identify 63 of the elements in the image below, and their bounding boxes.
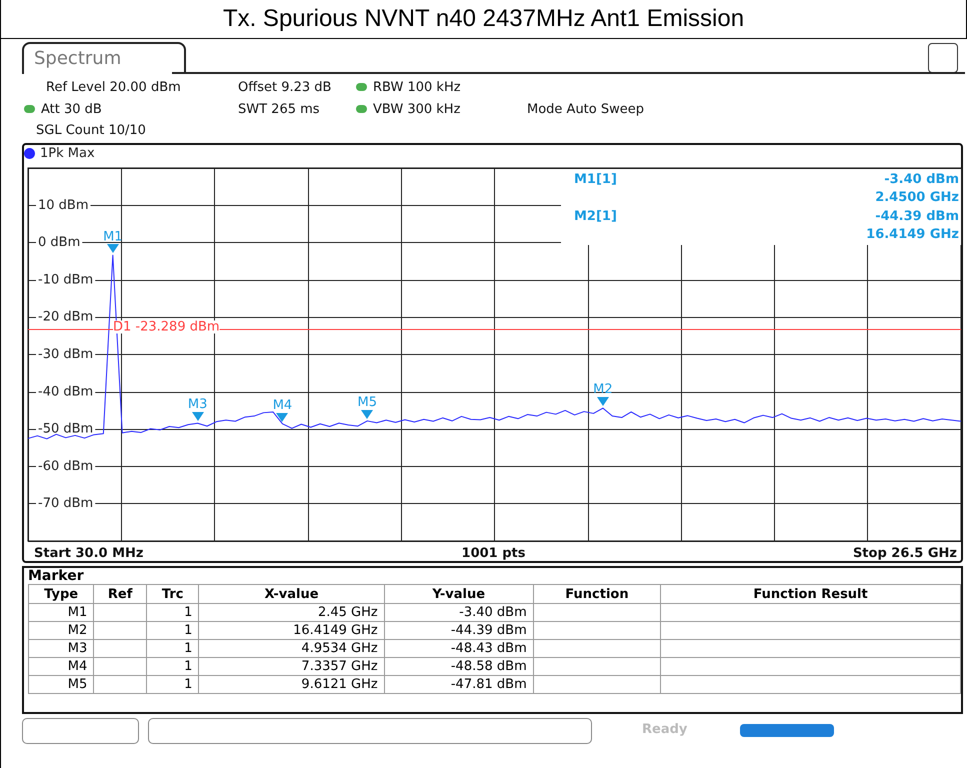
text: 7.3357 GHz [198,658,384,676]
text: M2 [28,622,94,640]
data-label: M5 [358,394,378,410]
annotation: -3.40 dBm [884,172,960,187]
legend-label: 1Pk Max [40,146,95,161]
text: 1 [146,658,199,676]
text: 9.6121 GHz [198,676,384,694]
text: Trc [146,584,199,604]
y-tick-label: -20 dBm [38,310,94,325]
text: 1 [146,640,199,658]
text: 1 [146,604,199,622]
ref-line-label: D1 -23.289 dBm [113,319,220,334]
chart-title: Tx. Spurious NVNT n40 2437MHz Ant1 Emission [0,0,967,39]
y-tick-label: 0 dBm [38,235,80,250]
text: VBW 300 kHz [372,102,460,117]
text: 2.45 GHz [198,604,384,622]
y-tick-label: -60 dBm [38,458,94,474]
text: Offset 9.23 dB [238,80,332,95]
text: Start 30.0 MHz [34,546,144,561]
text: M1 [28,604,94,622]
text: Function [533,584,661,604]
text: -47.81 dBm [384,676,534,694]
annotation: 16.4149 GHz [866,227,960,242]
annotation: M2[1] [574,209,617,224]
text: SWT 265 ms [238,102,320,117]
text: M5 [28,676,94,694]
text: Ready [642,722,688,737]
y-tick-label: -40 dBm [38,384,94,400]
y-tick-label: -50 dBm [38,422,94,437]
annotation: M1[1] [574,172,617,187]
text: 1 [146,676,199,694]
data-label: M4 [272,398,292,413]
text: Spectrum [22,42,186,74]
annotation: 2.4500 GHz [875,190,960,205]
y-tick-label: -30 dBm [38,347,94,362]
text: Att 30 dB [40,102,102,117]
text: M4 [28,658,94,676]
text: 4.9534 GHz [198,640,384,658]
text: 1 [146,622,199,640]
annotation: -44.39 dBm [875,209,960,224]
text: X-value [198,584,384,604]
text: Marker [27,568,85,584]
text: Ref Level 20.00 dBm [46,80,181,95]
text: -44.39 dBm [384,622,534,640]
text: Y-value [384,584,534,604]
text: -48.58 dBm [384,658,534,676]
text: SGL Count 10/10 [36,123,146,138]
text: 1001 pts [462,546,526,561]
data-label: M3 [188,397,208,412]
text: M3 [28,640,94,658]
text: Function Result [660,584,960,604]
text: -3.40 dBm [384,604,534,622]
text: Ref [94,584,146,604]
line-series [28,254,962,440]
y-tick-label: 10 dBm [38,198,89,213]
y-tick-label: -10 dBm [38,272,94,288]
text: Stop 26.5 GHz [852,546,958,561]
y-tick-label: -70 dBm [38,496,94,512]
text: Mode Auto Sweep [527,102,644,117]
text: Type [28,584,94,604]
text: -48.43 dBm [384,640,534,658]
text: RBW 100 kHz [372,80,461,95]
text: 16.4149 GHz [198,622,384,640]
